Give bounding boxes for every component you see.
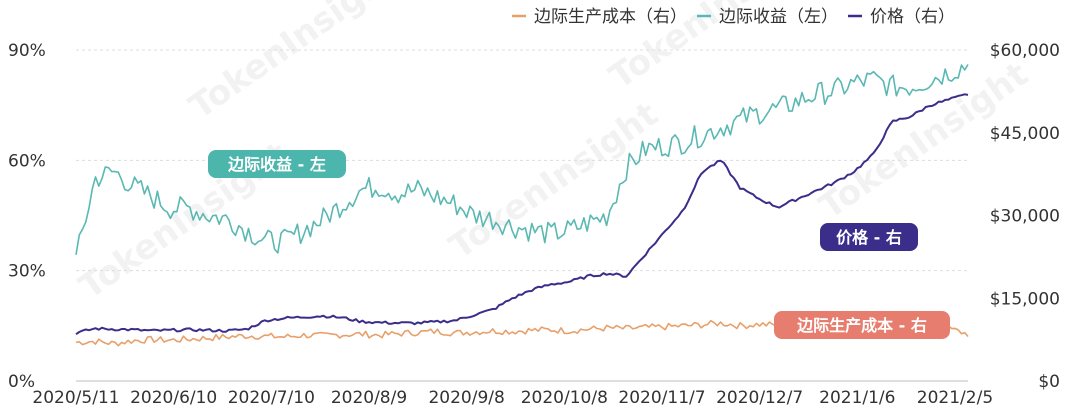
legend: 边际生产成本（右） 边际收益（左） 价格（右） (512, 7, 955, 27)
x-axis-tick-label: 2020/10/8 (521, 388, 608, 408)
legend-entry: 价格（右） (870, 7, 955, 27)
x-axis-tick-label: 2020/5/11 (32, 388, 119, 408)
callout-label: 边际生产成本 - 右 (796, 316, 927, 335)
watermark-text: TokenInsight (182, 0, 405, 127)
right-axis-tick-label: $0 (1038, 372, 1060, 392)
series-line-1 (75, 64, 969, 255)
callout-label: 边际收益 - 左 (227, 155, 326, 174)
series-line-2 (75, 93, 969, 336)
x-axis-tick-label: 2020/8/9 (331, 388, 407, 408)
callout-label: 价格 - 右 (836, 228, 902, 247)
left-axis-tick-label: 60% (8, 151, 46, 171)
left-axis-tick-label: 0% (8, 372, 35, 392)
callout-box (774, 311, 950, 339)
callout-box (820, 223, 918, 251)
right-axis-tick-label: $15,000 (990, 289, 1060, 309)
left-axis-tick-label: 90% (8, 41, 46, 61)
grid (76, 49, 968, 382)
left-axis-tick-label: 30% (8, 262, 46, 282)
x-axis-tick-label: 2020/11/7 (618, 388, 705, 408)
legend-entry: 边际收益（左） (719, 7, 838, 27)
right-axis-tick-label: $30,000 (990, 207, 1060, 227)
right-axis-tick-label: $45,000 (990, 124, 1060, 144)
right-axis-tick-label: $60,000 (990, 41, 1060, 61)
watermark-text: TokenInsight (442, 94, 665, 267)
legend-entry: 边际生产成本（右） (534, 7, 687, 27)
x-axis-tick-label: 2021/1/6 (819, 388, 895, 408)
axes: 0% 30% 60% 90% $0 $15,000 $30,000 $45,000 $60,00… (8, 41, 1060, 408)
x-axis-tick-label: 2020/6/10 (130, 388, 217, 408)
x-axis-tick-label: 2020/9/8 (428, 388, 504, 408)
x-axis-tick-label: 2020/7/10 (228, 388, 315, 408)
x-axis-tick-label: 2021/2/5 (917, 388, 993, 408)
callout-box (208, 150, 346, 178)
x-axis-tick-label: 2020/12/7 (716, 388, 803, 408)
